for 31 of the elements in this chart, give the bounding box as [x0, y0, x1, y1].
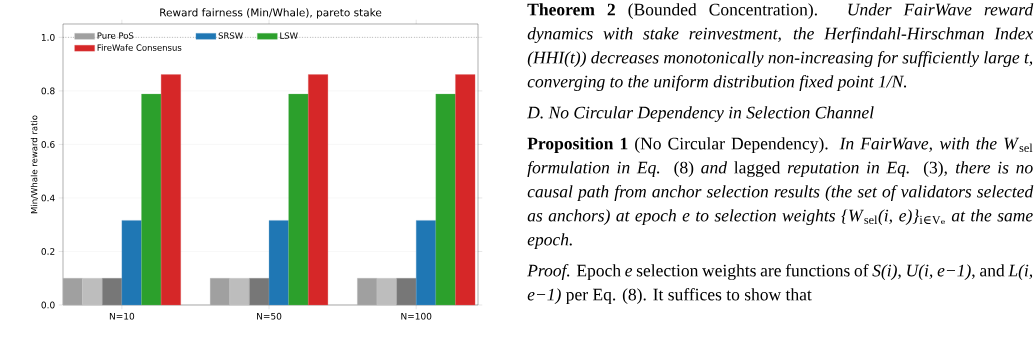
legend-label: Pure PoS	[97, 32, 134, 39]
chart-title: Reward fairness (Min/Whale), pareto stake	[160, 8, 382, 19]
y-tick-label: 0.2	[41, 248, 55, 255]
text: D. No Circular Dependency in Selection Channel	[527, 106, 874, 123]
bar	[268, 220, 289, 306]
bar	[249, 278, 270, 306]
x-tick-label: N=10	[109, 312, 135, 320]
x-tick-label: N=50	[257, 312, 282, 320]
legend-label: LSW	[280, 32, 298, 39]
bar	[141, 93, 162, 306]
text: Proof. Epoch e selection weights are functions of S(i), U(i, e−1), and L(i, e−1) per Eq. (8). It suffices to show that	[527, 264, 1033, 305]
bar	[396, 278, 417, 306]
y-tick-label: 0.6	[41, 141, 55, 148]
legend-label: FireWafe Consensus	[97, 44, 182, 51]
x-tick-label: N=100	[401, 312, 432, 320]
y-axis-title: Min/Whale reward ratio	[30, 115, 39, 214]
bar	[435, 93, 456, 306]
bar	[308, 74, 329, 306]
legend-label: SRSW	[218, 32, 243, 39]
bar	[455, 74, 476, 306]
y-tick-label: 1.0	[41, 33, 55, 41]
bar	[121, 220, 142, 306]
bar	[416, 220, 436, 306]
bar	[160, 74, 181, 306]
y-tick-label: 0.8	[41, 87, 55, 95]
bar	[102, 278, 123, 306]
y-tick-label: 0.0	[41, 301, 55, 309]
text: Proposition 1 (No Circular Dependency). In FairWave, with the W$_{sel}$ formulation in Eq. (8) and lagged reputation in Eq. (3), there is no causal path from anchor selection results (the set of validators selected as anchors) at epoch e to selection weights {W$_{sel}$(i, e)}$_{i∈Vₑ}$ at the same epoch.	[527, 137, 1034, 250]
y-tick-label: 0.4	[41, 194, 55, 202]
bar	[288, 93, 309, 306]
text: Theorem 2 (Bounded Concentration). Under FairWave reward dynamics with stake reinvestment, the Herfindahl-Hirschman Index (HHI(t)) decreases monotonically non-increasing for sufficiently large t, converging to the uniform distribution fixed point 1/N.	[527, 3, 1034, 92]
